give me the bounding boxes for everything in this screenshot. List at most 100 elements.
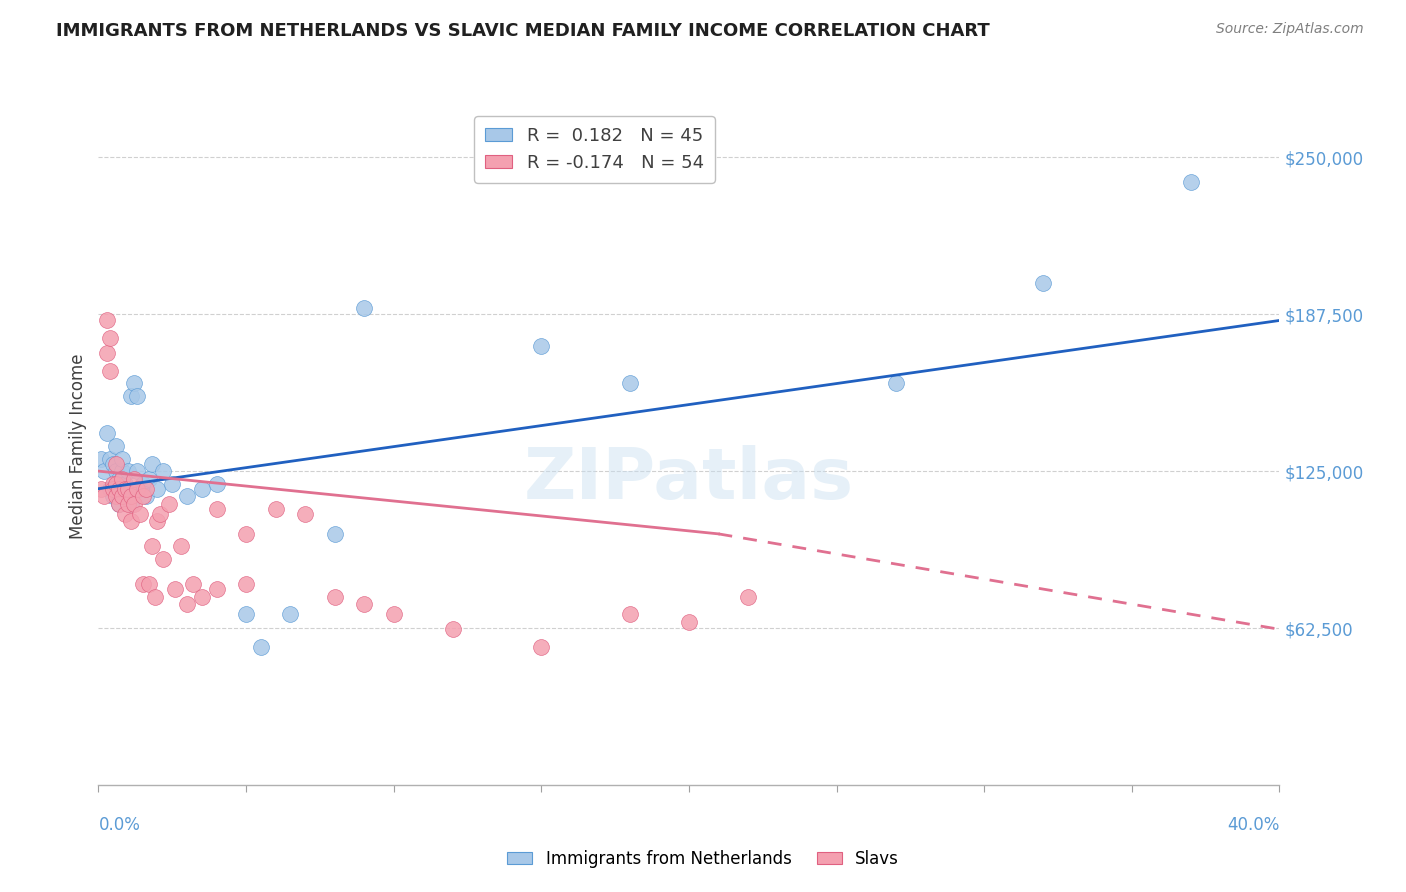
Point	[111, 464, 134, 478]
Point	[108, 482, 131, 496]
Point	[235, 577, 257, 591]
Point	[103, 489, 125, 503]
Point	[122, 497, 145, 511]
Point	[1032, 276, 1054, 290]
Point	[278, 607, 302, 622]
Point	[96, 426, 118, 441]
Point	[1180, 175, 1202, 189]
Point	[323, 590, 346, 604]
Point	[141, 457, 163, 471]
Point	[205, 582, 228, 596]
Point	[152, 552, 174, 566]
Point	[176, 597, 198, 611]
Point	[114, 482, 136, 496]
Point	[141, 540, 163, 554]
Point	[146, 482, 169, 496]
Point	[98, 482, 121, 496]
Point	[117, 482, 139, 496]
Point	[103, 482, 125, 496]
Point	[132, 489, 155, 503]
Text: 0.0%: 0.0%	[98, 816, 141, 834]
Point	[105, 476, 128, 491]
Point	[96, 346, 118, 360]
Legend: Immigrants from Netherlands, Slavs: Immigrants from Netherlands, Slavs	[501, 844, 905, 875]
Point	[105, 489, 128, 503]
Point	[125, 464, 148, 478]
Point	[235, 607, 257, 622]
Point	[96, 313, 118, 327]
Point	[135, 489, 157, 503]
Point	[530, 640, 553, 654]
Point	[250, 640, 273, 654]
Point	[114, 507, 136, 521]
Point	[235, 527, 257, 541]
Point	[117, 464, 139, 478]
Point	[181, 577, 204, 591]
Point	[149, 507, 172, 521]
Point	[170, 540, 193, 554]
Point	[108, 497, 131, 511]
Text: 40.0%: 40.0%	[1227, 816, 1279, 834]
Point	[619, 607, 641, 622]
Point	[114, 489, 136, 503]
Point	[128, 507, 150, 521]
Point	[152, 464, 174, 478]
Point	[264, 501, 287, 516]
Point	[120, 514, 142, 528]
Point	[125, 389, 148, 403]
Point	[353, 301, 375, 315]
Point	[132, 476, 155, 491]
Point	[125, 482, 148, 496]
Text: ZIPatlas: ZIPatlas	[524, 445, 853, 515]
Point	[108, 497, 131, 511]
Point	[884, 376, 907, 391]
Point	[98, 331, 121, 345]
Point	[205, 476, 228, 491]
Point	[111, 451, 134, 466]
Point	[105, 457, 128, 471]
Point	[441, 622, 464, 636]
Point	[108, 472, 131, 486]
Point	[530, 338, 553, 352]
Point	[117, 497, 139, 511]
Point	[737, 590, 759, 604]
Point	[128, 482, 150, 496]
Point	[146, 514, 169, 528]
Point	[122, 472, 145, 486]
Point	[111, 489, 134, 503]
Point	[108, 482, 131, 496]
Point	[135, 482, 157, 496]
Point	[105, 439, 128, 453]
Point	[103, 476, 125, 491]
Point	[114, 476, 136, 491]
Point	[162, 476, 183, 491]
Point	[90, 451, 112, 466]
Text: Source: ZipAtlas.com: Source: ZipAtlas.com	[1216, 22, 1364, 37]
Point	[120, 497, 142, 511]
Point	[138, 577, 160, 591]
Point	[323, 527, 346, 541]
Point	[176, 489, 198, 503]
Point	[678, 615, 700, 629]
Point	[103, 457, 125, 471]
Point	[382, 607, 405, 622]
Point	[353, 597, 375, 611]
Point	[105, 464, 128, 478]
Point	[294, 507, 316, 521]
Point	[122, 376, 145, 391]
Point	[93, 489, 115, 503]
Point	[165, 582, 187, 596]
Point	[191, 482, 214, 496]
Point	[619, 376, 641, 391]
Point	[111, 472, 134, 486]
Point	[191, 590, 214, 604]
Legend: R =  0.182   N = 45, R = -0.174   N = 54: R = 0.182 N = 45, R = -0.174 N = 54	[474, 116, 714, 183]
Point	[138, 472, 160, 486]
Point	[105, 476, 128, 491]
Point	[205, 501, 228, 516]
Y-axis label: Median Family Income: Median Family Income	[69, 353, 87, 539]
Point	[90, 482, 112, 496]
Point	[143, 590, 166, 604]
Text: IMMIGRANTS FROM NETHERLANDS VS SLAVIC MEDIAN FAMILY INCOME CORRELATION CHART: IMMIGRANTS FROM NETHERLANDS VS SLAVIC ME…	[56, 22, 990, 40]
Point	[98, 364, 121, 378]
